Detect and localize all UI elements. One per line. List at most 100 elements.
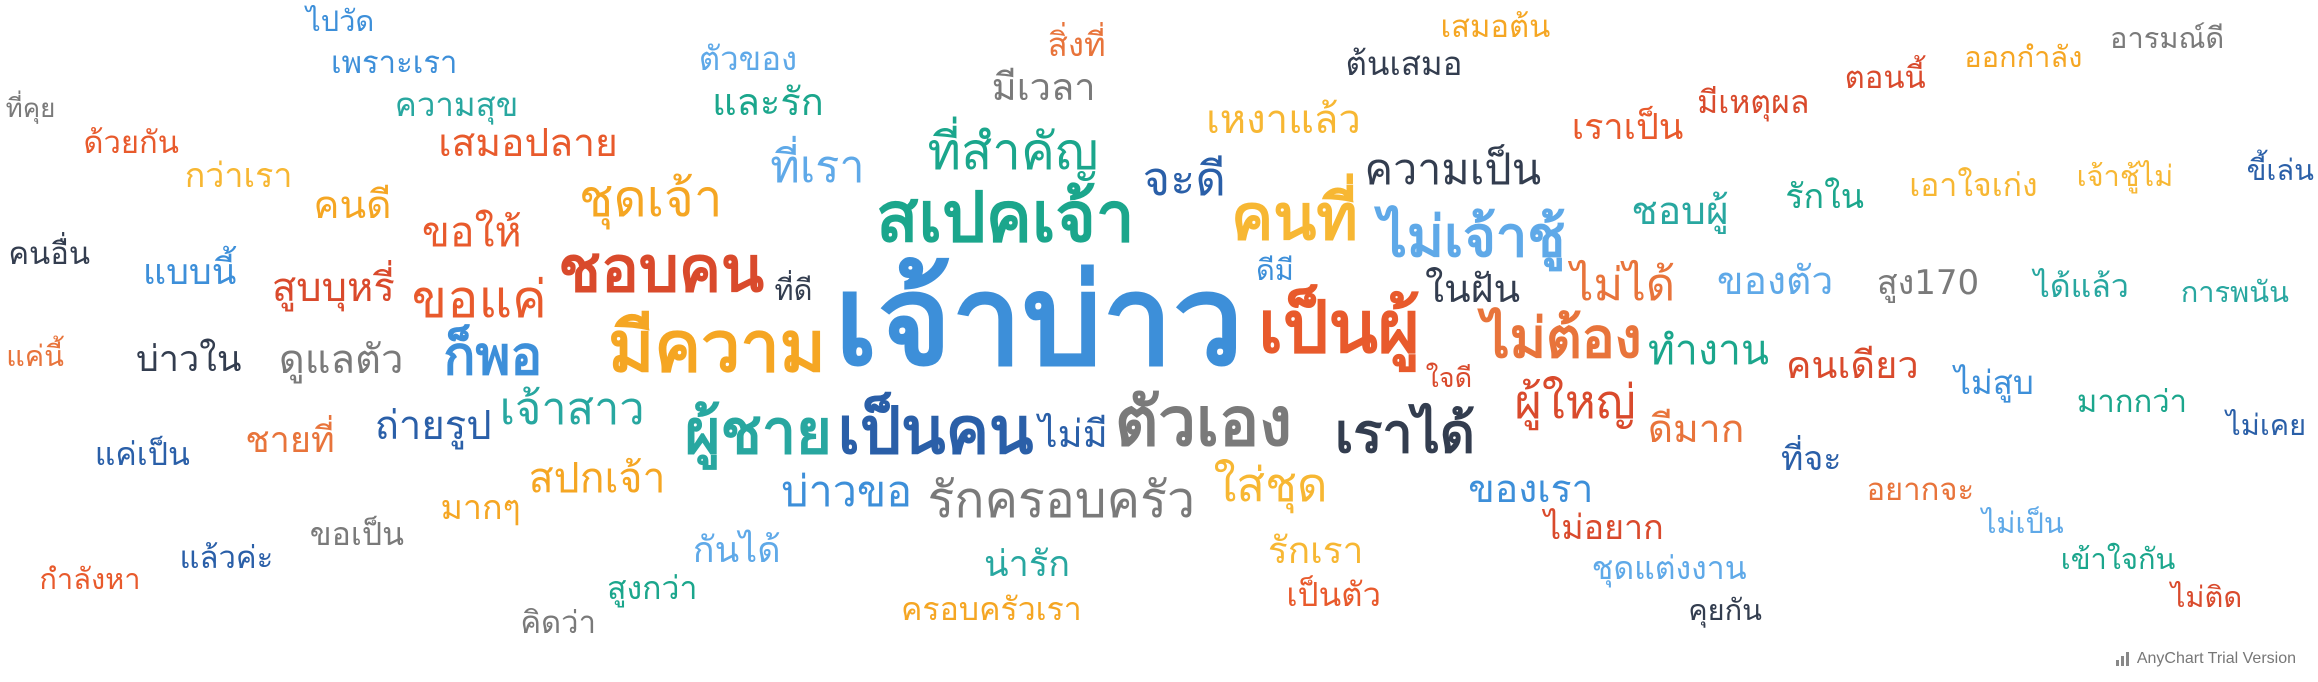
cloud-word: เจ้าชู้ไม่ [2076, 158, 2174, 193]
cloud-word: ไม่เคย [2226, 407, 2307, 442]
cloud-word: น่ารัก [984, 544, 1070, 586]
cloud-word: ชายที่ [245, 420, 335, 462]
cloud-word: ไม่อยาก [1544, 507, 1664, 548]
cloud-word: แค่เป็น [94, 434, 190, 473]
cloud-word: รักเรา [1267, 529, 1364, 573]
cloud-word: ที่เรา [770, 140, 865, 194]
cloud-word: ชอบผู้ [1631, 189, 1729, 235]
cloud-word: คนเดียว [1786, 343, 1919, 388]
cloud-word: ความเป็น [1364, 144, 1542, 195]
cloud-word: ขี้เล่น [2246, 152, 2314, 187]
cloud-word: สูงกว่า [606, 568, 698, 607]
cloud-word: ทำงาน [1647, 326, 1770, 375]
cloud-word: คุยกัน [1688, 592, 1762, 627]
chart-credits[interactable]: AnyChart Trial Version [2115, 650, 2296, 668]
cloud-word: ไม่ต้อง [1482, 306, 1642, 371]
bar-chart-icon [2115, 652, 2129, 666]
cloud-word: เราเป็น [1571, 106, 1684, 148]
cloud-word: เอาใจเก่ง [1909, 166, 2038, 205]
cloud-word: ชอบคน [558, 232, 765, 306]
cloud-word: มีเหตุผล [1697, 82, 1810, 121]
cloud-word: ผู้ใหญ่ [1514, 375, 1636, 431]
cloud-word: ตัวของ [698, 38, 798, 78]
cloud-word: กำลังหา [39, 562, 141, 597]
cloud-word: เสมอต้น [1440, 9, 1551, 45]
cloud-word: ไม่ได้ [1570, 257, 1676, 311]
cloud-word: ชุดเจ้า [578, 169, 723, 229]
cloud-word: มีความ [608, 306, 826, 389]
cloud-word: สเปคเจ้า [876, 178, 1135, 259]
cloud-word: คนดี [313, 182, 392, 228]
cloud-word: เสมอปลาย [438, 120, 618, 166]
cloud-word: อยากจะ [1866, 471, 1975, 508]
cloud-word: ที่คุย [5, 94, 56, 125]
cloud-word: ได้แล้ว [2033, 267, 2129, 306]
cloud-word: ใจดี [1425, 362, 1473, 394]
cloud-word: แค่นี้ [6, 339, 64, 374]
cloud-word: ความสุข [394, 84, 519, 124]
cloud-word: เจ้าสาว [499, 381, 645, 435]
cloud-word: ไม่ติด [2170, 580, 2243, 615]
cloud-word: จะดี [1142, 151, 1226, 207]
cloud-word: เป็นผู้ [1258, 284, 1420, 369]
cloud-word: ดีมาก [1647, 406, 1745, 452]
cloud-word: ไปวัด [306, 3, 375, 38]
cloud-word: มากกว่า [2076, 384, 2188, 421]
cloud-word: มากๆ [440, 487, 521, 528]
cloud-word: ของเรา [1468, 466, 1594, 512]
cloud-word: ขอแค่ [411, 270, 547, 331]
cloud-word: ของตัว [1716, 259, 1834, 305]
cloud-word: สูง170 [1876, 262, 1980, 303]
cloud-word: ก็พอ [443, 326, 543, 388]
cloud-word: ไม่เจ้าชู้ [1378, 205, 1566, 271]
cloud-word: อารมณ์ดี [2110, 20, 2225, 55]
cloud-word: ดีมี [1255, 253, 1294, 288]
cloud-word: ตอนนี้ [1844, 59, 1926, 96]
cloud-word: เป็นคน [837, 394, 1034, 470]
cloud-word: ที่สำคัญ [927, 123, 1099, 183]
cloud-word: ผู้ชาย [684, 396, 832, 468]
cloud-word: รักใน [1785, 177, 1864, 218]
cloud-word: ครอบครัวเรา [900, 589, 1082, 628]
credits-label: AnyChart Trial Version [2136, 650, 2296, 667]
cloud-word: ไม่สูบ [1954, 362, 2034, 402]
cloud-word: การพนัน [2180, 275, 2289, 310]
cloud-word: ที่จะ [1780, 438, 1842, 479]
cloud-word: ใส่ชุด [1213, 458, 1328, 514]
cloud-word: ไม่เป็น [1981, 506, 2064, 541]
cloud-word: เจ้าบ่าว [834, 247, 1244, 394]
cloud-word: เข้าใจกัน [2060, 542, 2176, 577]
cloud-word: บ่าวใน [135, 338, 242, 380]
cloud-word: ออกกำลัง [1964, 39, 2083, 74]
cloud-word: สปกเจ้า [528, 454, 666, 503]
cloud-word: ดูแลตัว [278, 336, 404, 383]
cloud-word: ขอเป็น [309, 514, 405, 553]
cloud-word: แบบนี้ [142, 251, 237, 293]
cloud-word: คิดว่า [520, 604, 596, 641]
cloud-word: ที่ดี [774, 272, 813, 307]
cloud-word: และรัก [712, 80, 824, 125]
cloud-word: เราได้ [1334, 401, 1475, 465]
cloud-word: ถ่ายรูป [374, 403, 492, 450]
cloud-word: รักครอบครัว [927, 470, 1196, 529]
cloud-word: เพราะเรา [331, 44, 458, 81]
cloud-word: กว่าเรา [184, 155, 293, 196]
cloud-word: เป็นตัว [1286, 575, 1382, 615]
cloud-word: มีเวลา [991, 65, 1096, 110]
cloud-word: ในฝัน [1424, 266, 1521, 312]
cloud-word: ไม่มี [1038, 412, 1108, 457]
cloud-word: ด้วยกัน [83, 125, 179, 162]
cloud-word: ชุดแต่งงาน [1591, 549, 1747, 588]
cloud-word: คนอื่น [8, 236, 91, 273]
cloud-word: กันได้ [692, 529, 781, 571]
cloud-word: ขอให้ [421, 208, 522, 257]
cloud-word: เหงาแล้ว [1206, 97, 1361, 144]
cloud-word: ตัวเอง [1114, 383, 1292, 462]
cloud-word: สิ่งที่ [1047, 24, 1106, 64]
cloud-word: ต้นเสมอ [1345, 44, 1463, 84]
cloud-word: บ่าวขอ [781, 466, 913, 517]
cloud-word: สูบบุหรี่ [271, 265, 395, 312]
cloud-word: คนที่ [1231, 181, 1358, 255]
cloud-word: แล้วค่ะ [179, 539, 274, 576]
